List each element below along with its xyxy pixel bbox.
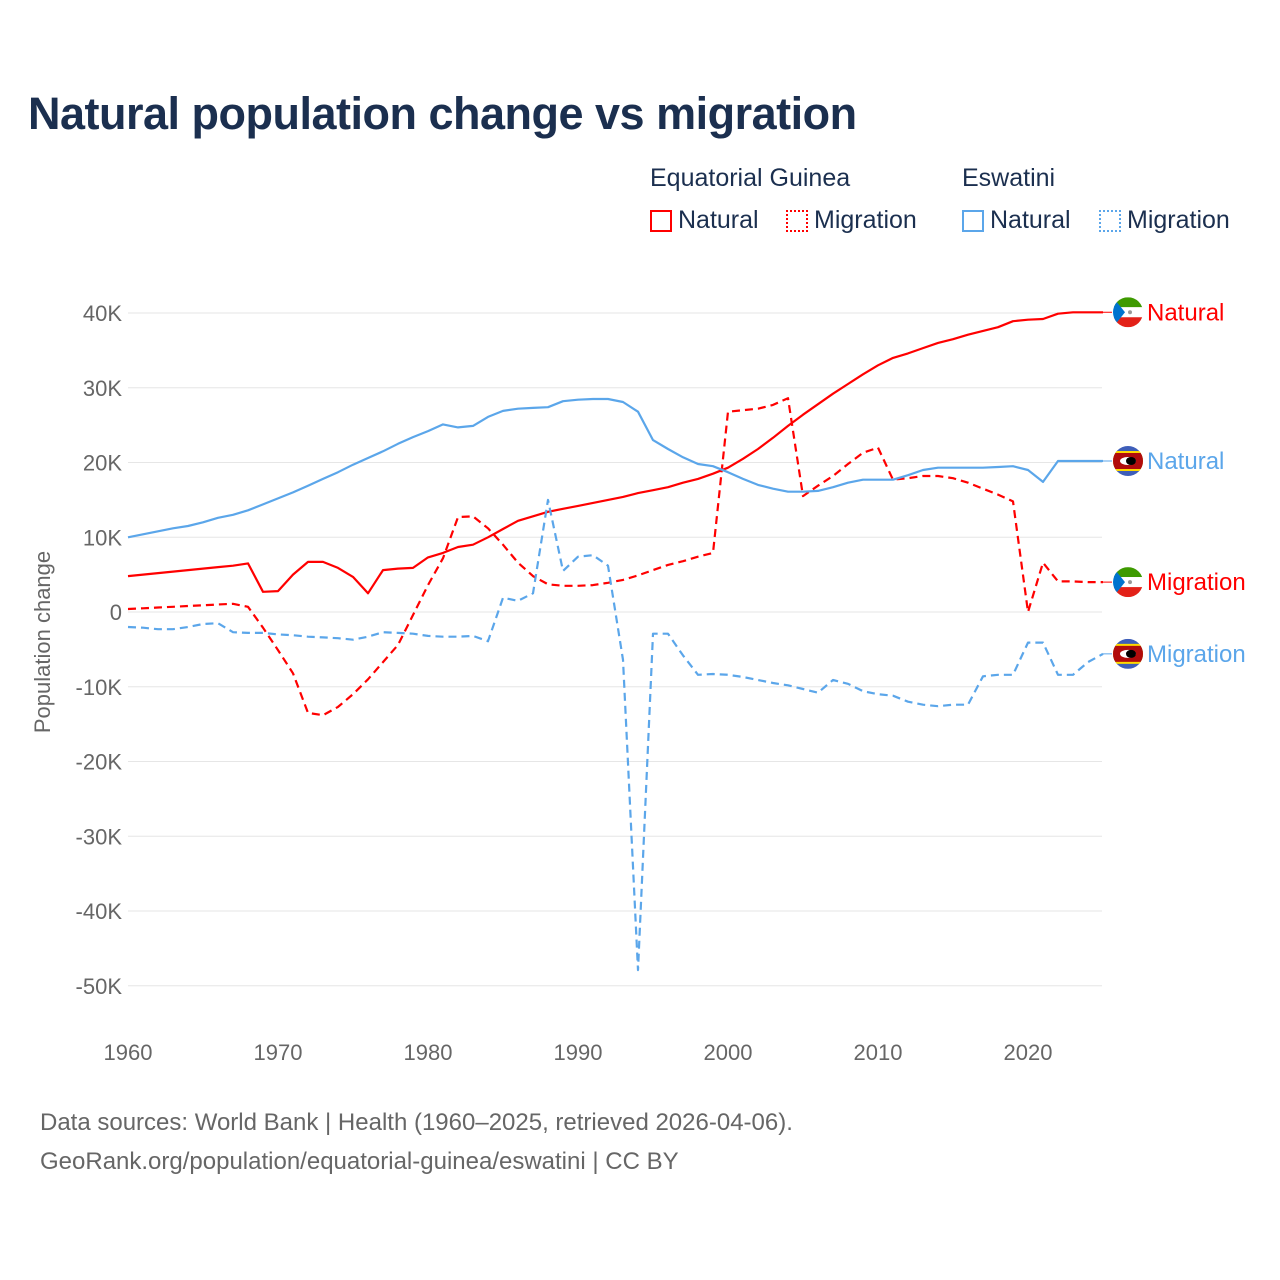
- series-line-equatorial-guinea-natural: [127, 311, 1103, 595]
- x-tick-label: 2020: [1004, 1040, 1053, 1065]
- legend-swatch-dotted: [1099, 209, 1121, 232]
- x-tick-label: 1980: [404, 1040, 453, 1065]
- series-line-equatorial-guinea-migration: [127, 397, 1103, 717]
- y-tick-label: 0: [110, 600, 122, 625]
- eswatini-flag-icon: [1113, 638, 1143, 669]
- equatorial-guinea-flag-icon: [1113, 297, 1143, 328]
- legend-item-eswatini-natural[interactable]: Natural: [962, 206, 1071, 235]
- y-tick-label: -10K: [76, 675, 123, 700]
- equatorial-guinea-flag-icon: [1113, 567, 1143, 598]
- legend-item-eswatini-migration[interactable]: Migration: [1099, 206, 1230, 235]
- legend-group-eswatini: Eswatini: [962, 164, 1056, 192]
- y-tick-label: -30K: [76, 824, 123, 849]
- series-line-eswatini-migration: [127, 498, 1104, 972]
- series-end-label: Natural: [1147, 299, 1224, 326]
- legend-label: Natural: [678, 206, 759, 234]
- y-tick-label: 10K: [83, 525, 122, 550]
- x-tick-label: 2000: [704, 1040, 753, 1065]
- y-tick-label: 40K: [83, 301, 122, 326]
- x-tick-label: 2010: [854, 1040, 903, 1065]
- legend-item-eq-guinea-natural[interactable]: Natural: [650, 206, 759, 235]
- y-axis-label: Population change: [30, 551, 55, 733]
- series-end-label: Migration: [1147, 569, 1246, 596]
- legend-swatch-dotted: [786, 209, 808, 232]
- chart-title: Natural population change vs migration: [28, 88, 857, 139]
- series-line-eswatini-natural: [127, 397, 1103, 539]
- y-tick-label: 30K: [83, 376, 122, 401]
- x-tick-label: 1990: [554, 1040, 603, 1065]
- y-tick-label: 20K: [83, 451, 122, 476]
- legend-label: Migration: [1127, 206, 1230, 234]
- x-tick-label: 1970: [254, 1040, 303, 1065]
- footer-sources: Data sources: World Bank | Health (1960–…: [40, 1109, 793, 1136]
- y-tick-label: -20K: [76, 750, 123, 775]
- legend-item-eq-guinea-migration[interactable]: Migration: [786, 206, 917, 235]
- legend-label: Migration: [814, 206, 917, 234]
- series-end-label: Natural: [1147, 448, 1224, 475]
- legend-label: Natural: [990, 206, 1071, 234]
- legend-group-equatorial-guinea: Equatorial Guinea: [650, 164, 851, 192]
- legend-swatch-solid: [650, 209, 672, 232]
- y-tick-label: -40K: [76, 899, 123, 924]
- legend-swatch-solid: [962, 209, 984, 232]
- footer-link[interactable]: GeoRank.org/population/equatorial-guinea…: [40, 1148, 679, 1175]
- series-end-label: Migration: [1147, 641, 1246, 668]
- y-tick-label: -50K: [76, 974, 123, 999]
- x-tick-label: 1960: [104, 1040, 153, 1065]
- eswatini-flag-icon: [1113, 446, 1143, 477]
